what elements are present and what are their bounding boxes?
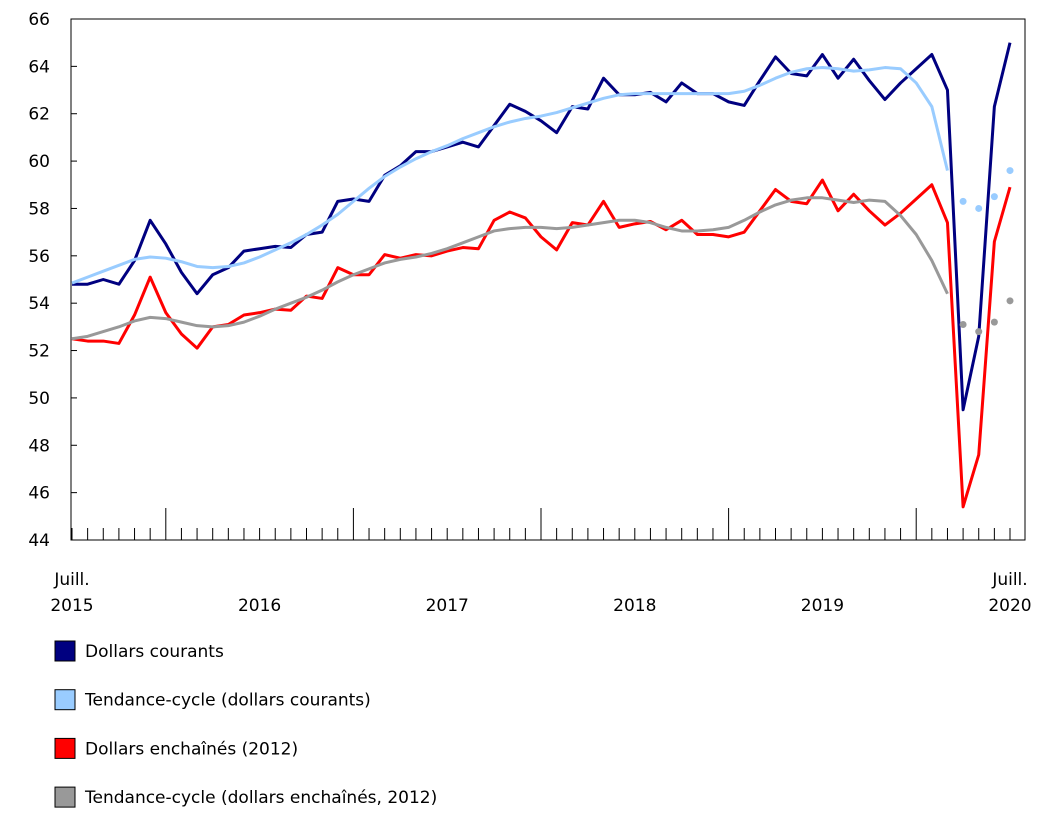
y-tick-label: 56	[28, 247, 50, 267]
y-tick-label: 58	[28, 199, 50, 219]
y-tick-label: 64	[28, 57, 50, 77]
y-tick-label: 50	[28, 389, 50, 409]
x-tick-label: 2017	[426, 596, 469, 616]
legend-swatch	[54, 689, 76, 711]
legend-label: Dollars enchaînés (2012)	[85, 739, 298, 759]
series-line	[71, 178, 1012, 509]
legend-swatch	[54, 737, 76, 759]
x-tick-label: Juill. 2015	[50, 570, 93, 616]
plot-frame	[70, 18, 1026, 541]
y-tick-label: 66	[28, 10, 50, 30]
series-dot	[975, 204, 983, 212]
y-tick-label: 54	[28, 294, 50, 314]
series-dot	[1006, 167, 1014, 175]
legend-label: Tendance-cycle (dollars enchaînés, 2012)	[84, 788, 437, 808]
y-tick-label: 46	[28, 484, 50, 504]
series-line	[71, 196, 949, 341]
y-tick-label: 44	[28, 531, 50, 551]
series-dot	[975, 328, 983, 336]
x-tick-label: 2019	[801, 596, 844, 616]
series-dot	[990, 318, 998, 326]
series-dot	[959, 197, 967, 205]
series-dot	[990, 193, 998, 201]
series-dot	[1006, 297, 1014, 305]
series-line	[71, 66, 949, 285]
y-tick-label: 62	[28, 105, 50, 125]
series-dot	[959, 320, 967, 328]
y-tick-label: 48	[28, 436, 50, 456]
x-tick-label: Juill. 2020	[988, 570, 1031, 616]
x-tick-label: 2018	[613, 596, 656, 616]
legend-label: Dollars courants	[85, 642, 224, 662]
legend-label: Tendance-cycle (dollars courants)	[84, 691, 371, 711]
y-tick-label: 52	[28, 342, 50, 362]
y-tick-label: 60	[28, 152, 50, 172]
legend-swatch	[54, 786, 76, 808]
legend-swatch	[54, 640, 76, 662]
x-tick-label: 2016	[238, 596, 281, 616]
